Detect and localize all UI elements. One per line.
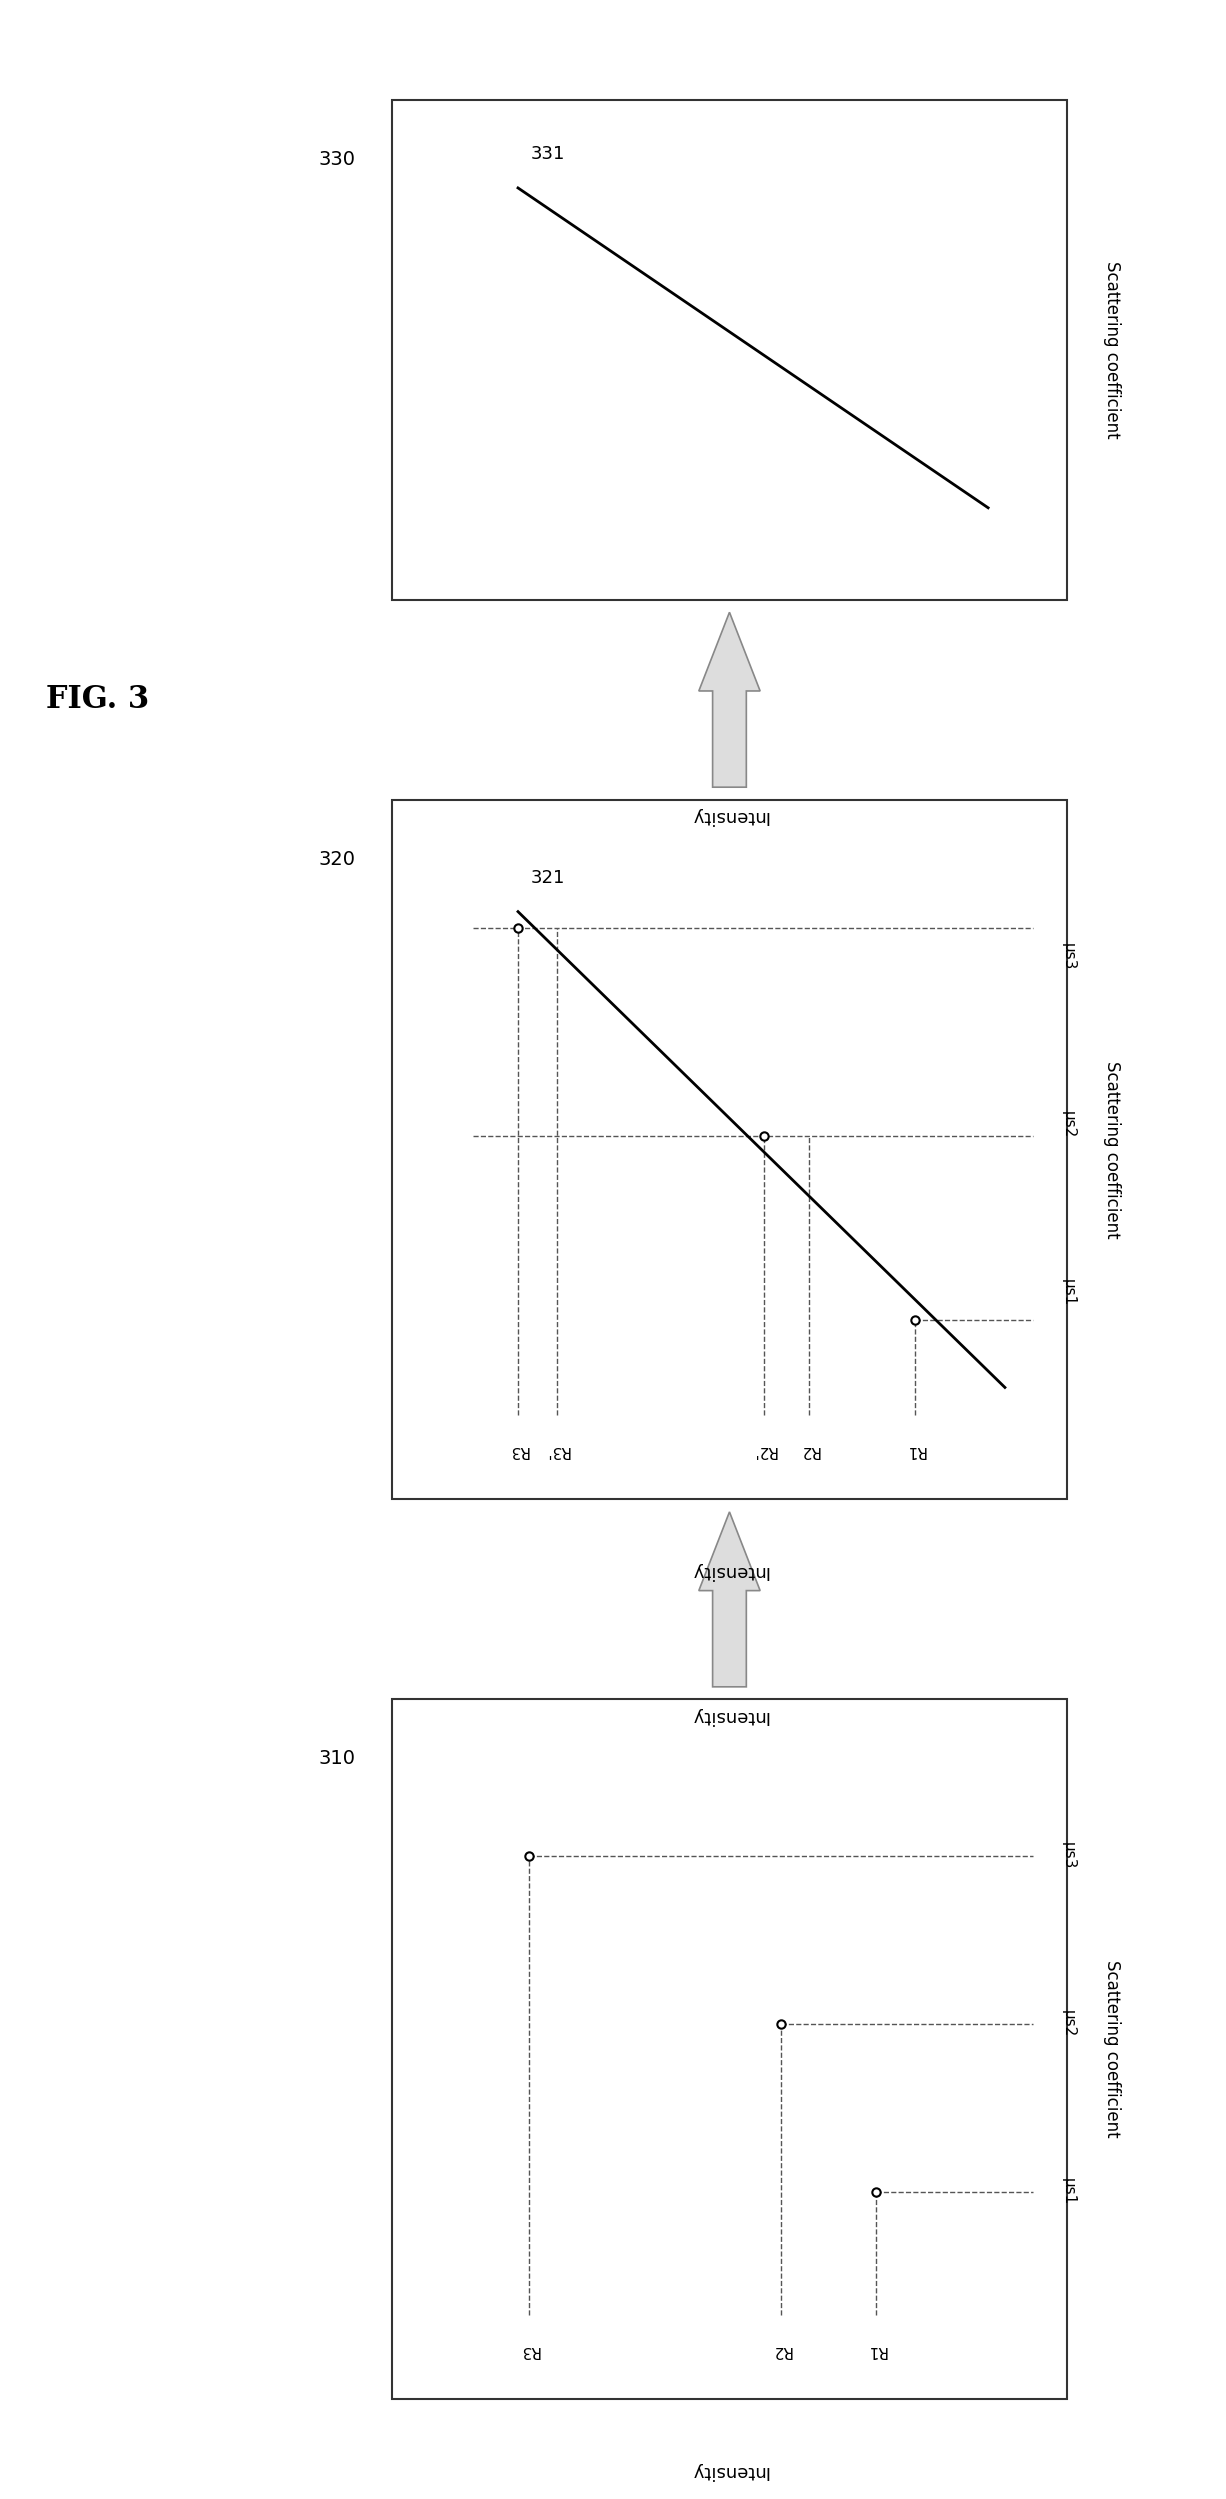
Text: R2: R2	[799, 1444, 819, 1459]
Text: Scattering coefficient: Scattering coefficient	[1103, 260, 1122, 440]
Text: FIG. 3: FIG. 3	[47, 685, 150, 715]
Polygon shape	[699, 612, 760, 787]
Text: 320: 320	[319, 850, 356, 870]
Text: μs3: μs3	[1060, 942, 1076, 970]
Text: Intensity: Intensity	[690, 1562, 769, 1579]
Text: Intensity: Intensity	[690, 2462, 769, 2479]
Text: R1: R1	[905, 1444, 926, 1459]
Text: R2: R2	[771, 2344, 791, 2359]
Text: 330: 330	[319, 150, 356, 170]
Text: 321: 321	[531, 870, 565, 887]
FancyBboxPatch shape	[392, 800, 1067, 1499]
Text: Scattering coefficient: Scattering coefficient	[1103, 1060, 1122, 1240]
Text: Intensity: Intensity	[690, 1707, 769, 1724]
Polygon shape	[699, 1512, 760, 1687]
Text: μs3: μs3	[1060, 1842, 1076, 1869]
Text: R3: R3	[508, 1444, 528, 1459]
Text: μs2: μs2	[1060, 1110, 1076, 1137]
Text: R1: R1	[866, 2344, 886, 2359]
FancyBboxPatch shape	[392, 100, 1067, 600]
Text: 331: 331	[531, 145, 565, 162]
Text: Intensity: Intensity	[690, 807, 769, 825]
Text: Scattering coefficient: Scattering coefficient	[1103, 1959, 1122, 2139]
Text: μs2: μs2	[1060, 2009, 1076, 2037]
Text: R2': R2'	[752, 1444, 776, 1459]
Text: μs1: μs1	[1060, 1279, 1076, 1307]
Text: μs1: μs1	[1060, 2179, 1076, 2207]
Text: 310: 310	[319, 1749, 356, 1769]
FancyBboxPatch shape	[392, 1699, 1067, 2399]
Text: R3': R3'	[544, 1444, 570, 1459]
Text: R3: R3	[519, 2344, 539, 2359]
